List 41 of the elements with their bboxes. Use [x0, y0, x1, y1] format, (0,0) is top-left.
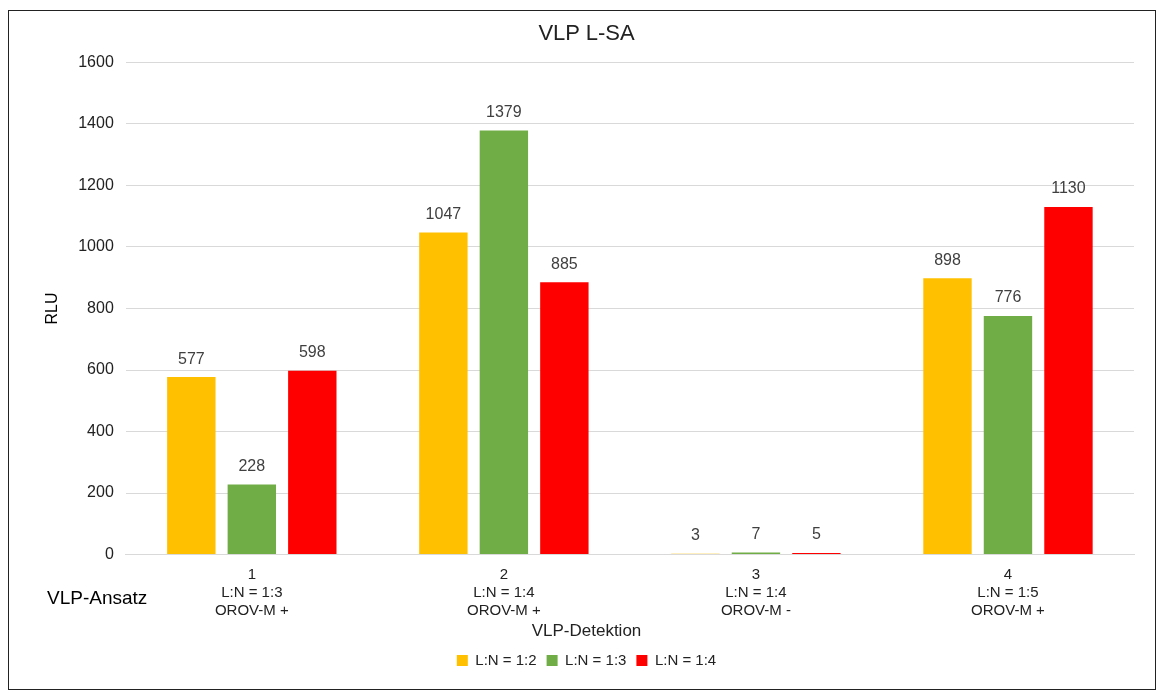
y-tick-label: 200 — [87, 483, 114, 501]
y-tick-label: 1000 — [78, 237, 114, 255]
bar — [540, 282, 589, 555]
data-label: 1130 — [1051, 179, 1086, 197]
data-label: 598 — [298, 343, 326, 361]
data-label: 885 — [551, 254, 578, 272]
y-tick-label: 0 — [104, 545, 114, 563]
y-tick-label: 1400 — [78, 114, 114, 132]
x-tick-label: 3 L:N = 1:4 OROV-M - — [720, 564, 791, 618]
legend-label: L:N = 1:4 — [654, 650, 717, 668]
data-label: 1379 — [486, 102, 522, 120]
data-label: 898 — [934, 250, 961, 268]
bar — [983, 315, 1033, 555]
data-label: 5 — [811, 525, 821, 543]
bar — [167, 377, 216, 555]
x-tick-label: 2 L:N = 1:4 OROV-M + — [466, 564, 541, 618]
y-tick-label: 400 — [87, 421, 114, 439]
bar — [288, 370, 337, 555]
chart-title: VLP L-SA — [538, 20, 635, 46]
bar — [479, 130, 529, 555]
legend-label: L:N = 1:2 — [475, 650, 537, 668]
data-label: 1047 — [425, 204, 462, 222]
data-label: 3 — [690, 526, 700, 544]
y-tick-label: 1600 — [78, 52, 114, 70]
y-tick-label: 600 — [87, 360, 114, 378]
legend-label: L:N = 1:3 — [565, 650, 627, 668]
data-label: 577 — [177, 349, 205, 367]
x-tick-label: 1 L:N = 1:3 OROV-M + — [214, 564, 289, 618]
y-tick-label: 800 — [87, 298, 114, 316]
data-label: 776 — [994, 288, 1022, 306]
bar — [227, 484, 277, 555]
data-label: 7 — [751, 524, 761, 542]
x-axis-title: VLP-Ansatz — [47, 586, 148, 608]
y-axis-title: RLU — [43, 292, 61, 325]
x-tick-label: 4 L:N = 1:5 OROV-M + — [971, 564, 1046, 618]
y-tick-label: 1200 — [78, 175, 114, 193]
legend-title: VLP-Detektion — [531, 620, 642, 640]
bar — [1044, 206, 1093, 555]
bar — [923, 278, 972, 555]
bar — [419, 232, 468, 555]
data-label: 228 — [238, 456, 266, 474]
